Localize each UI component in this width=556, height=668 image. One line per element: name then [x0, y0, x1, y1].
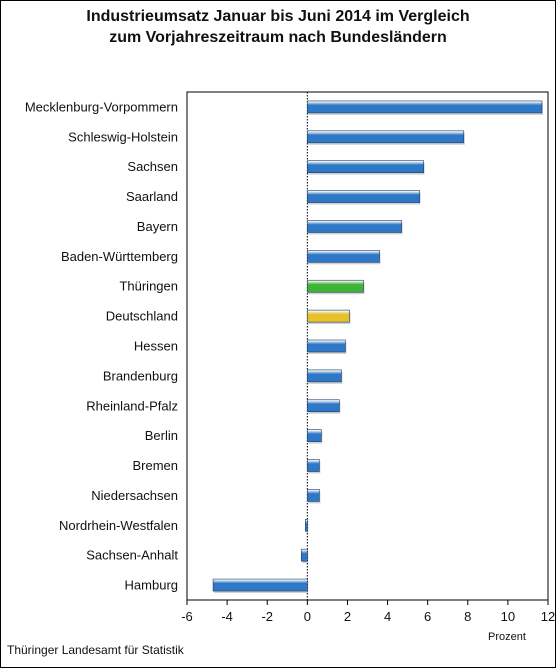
category-label: Bremen [132, 458, 178, 473]
category-label: Hamburg [125, 578, 178, 593]
category-label: Baden-Württemberg [61, 249, 178, 264]
category-label: Deutschland [106, 309, 178, 324]
bar-hessen [307, 339, 346, 353]
chart-subtitle: zum Vorjahreszeitraum nach Bundesländern [109, 29, 447, 46]
x-axis-label: Prozent [488, 631, 526, 643]
category-label: Hessen [134, 339, 178, 354]
category-label: Schleswig-Holstein [68, 129, 178, 144]
category-label: Thüringen [119, 279, 178, 294]
category-label: Sachsen [127, 159, 178, 174]
bar-schleswig-holstein [307, 130, 465, 144]
plot-area [186, 91, 549, 601]
category-label: Berlin [145, 428, 178, 443]
category-label: Niedersachsen [91, 488, 178, 503]
bar-hamburg [212, 578, 308, 592]
bar-rheinland-pfalz [307, 399, 340, 413]
bar-sachsen [307, 160, 424, 174]
x-tick-label: 8 [464, 609, 471, 624]
x-tick-label: 0 [304, 609, 311, 624]
bar-berlin [307, 429, 322, 442]
bar-deutschland [307, 309, 350, 323]
bar-mecklenburg-vorpommern [307, 100, 543, 114]
x-tick-label: 10 [501, 609, 515, 624]
bar-bayern [307, 220, 402, 233]
category-label: Bayern [137, 219, 178, 234]
bars [212, 100, 543, 594]
x-axis-ticks: -6 -4 -2 0 2 4 6 8 10 12 [181, 600, 555, 624]
category-label: Rheinland-Pfalz [86, 398, 178, 413]
x-tick-label: -4 [221, 609, 233, 624]
x-tick-label: -2 [261, 609, 273, 624]
category-label: Sachsen-Anhalt [86, 548, 178, 563]
bar-baden-w-rttemberg [307, 250, 380, 263]
category-label: Brandenburg [103, 368, 178, 383]
bar-sachsen-anhalt [301, 548, 308, 562]
x-tick-label: 4 [384, 609, 391, 624]
x-tick-label: 6 [424, 609, 431, 624]
bar-niedersachsen [307, 489, 320, 502]
bar-saarland [307, 190, 420, 203]
category-label: Mecklenburg-Vorpommern [25, 99, 178, 114]
bar-bremen [307, 459, 320, 472]
bar-brandenburg [307, 369, 342, 383]
chart-title: Industrieumsatz Januar bis Juni 2014 im … [86, 8, 470, 25]
source-note: Thüringer Landesamt für Statistik [7, 643, 184, 657]
category-label: Nordrhein-Westfalen [59, 518, 178, 533]
bar-nordrhein-westfalen [305, 518, 308, 532]
x-tick-label: 12 [541, 609, 555, 624]
bar-th-ringen [307, 279, 364, 293]
x-tick-label: 2 [344, 609, 351, 624]
category-label: Saarland [126, 189, 178, 204]
category-labels: Mecklenburg-Vorpommern Schleswig-Holstein… [25, 99, 179, 592]
x-tick-label: -6 [181, 609, 193, 624]
plot-border [186, 91, 549, 601]
